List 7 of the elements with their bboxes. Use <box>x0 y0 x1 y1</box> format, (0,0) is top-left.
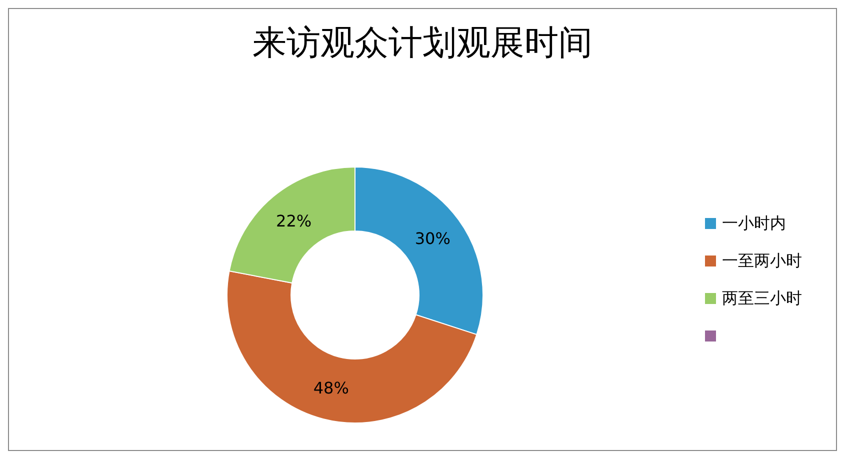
data-label: 48% <box>313 378 349 398</box>
chart-title: 来访观众计划观展时间 <box>252 23 592 63</box>
legend-label: 一小时内 <box>722 214 786 233</box>
data-label: 30% <box>414 229 450 248</box>
data-label: 22% <box>276 212 312 231</box>
legend-label: 两至三小时 <box>722 288 802 308</box>
legend-label: 一至两小时 <box>722 251 802 270</box>
